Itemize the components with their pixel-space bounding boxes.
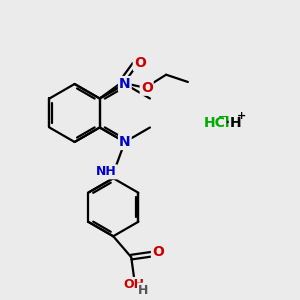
Text: O: O (152, 245, 164, 259)
Text: H: H (230, 116, 242, 130)
Text: −: − (218, 112, 227, 122)
Text: HCl: HCl (204, 116, 230, 130)
Text: O: O (141, 81, 153, 95)
Text: O: O (134, 56, 146, 70)
Text: ·: · (224, 114, 230, 132)
Text: N: N (119, 77, 130, 91)
Text: OH: OH (123, 278, 144, 291)
Text: N: N (119, 135, 130, 149)
Text: H: H (138, 284, 148, 297)
Text: +: + (236, 112, 246, 122)
Text: NH: NH (96, 165, 117, 178)
